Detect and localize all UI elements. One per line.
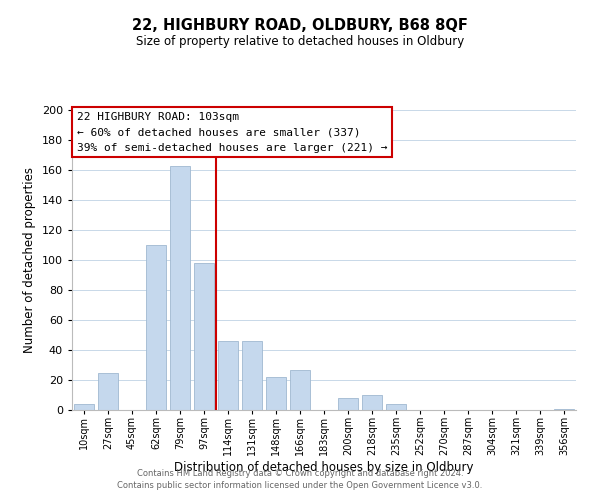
Bar [74,404,94,410]
Text: 22, HIGHBURY ROAD, OLDBURY, B68 8QF: 22, HIGHBURY ROAD, OLDBURY, B68 8QF [132,18,468,32]
Bar [338,398,358,410]
Bar [194,263,214,410]
Bar [362,395,382,410]
Bar [242,341,262,410]
Text: Contains HM Land Registry data © Crown copyright and database right 2024.: Contains HM Land Registry data © Crown c… [137,468,463,477]
Text: Size of property relative to detached houses in Oldbury: Size of property relative to detached ho… [136,35,464,48]
Bar [554,408,574,410]
Y-axis label: Number of detached properties: Number of detached properties [23,167,36,353]
Bar [266,377,286,410]
Text: Contains public sector information licensed under the Open Government Licence v3: Contains public sector information licen… [118,481,482,490]
Bar [218,341,238,410]
Bar [386,404,406,410]
X-axis label: Distribution of detached houses by size in Oldbury: Distribution of detached houses by size … [174,460,474,473]
Bar [146,245,166,410]
Bar [170,166,190,410]
Text: 22 HIGHBURY ROAD: 103sqm
← 60% of detached houses are smaller (337)
39% of semi-: 22 HIGHBURY ROAD: 103sqm ← 60% of detach… [77,112,388,152]
Bar [98,372,118,410]
Bar [290,370,310,410]
